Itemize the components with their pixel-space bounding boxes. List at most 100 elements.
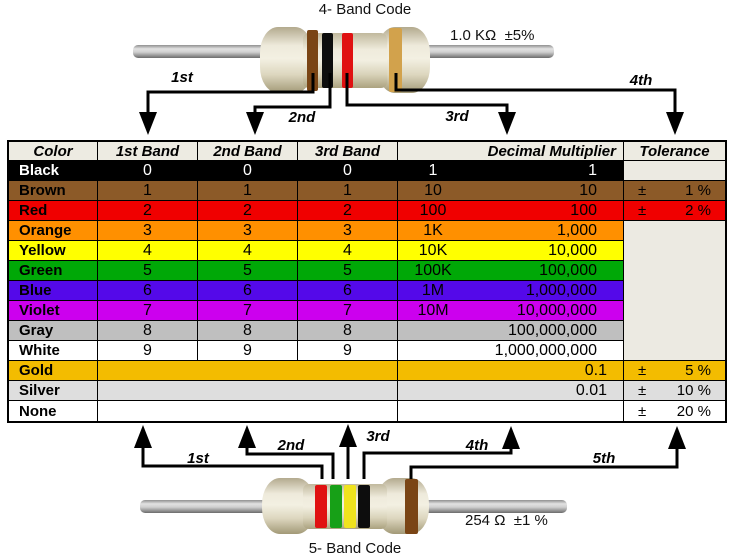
cell-tolerance (624, 241, 725, 261)
multiplier-short-value: 10M (417, 301, 449, 319)
cell-band-3: 3 (298, 221, 398, 241)
four-band-value-label: 1.0 KΩ ±5% (450, 27, 535, 44)
cell-band-2: 7 (198, 301, 298, 321)
multiplier-long-value: 0.01 (575, 381, 607, 399)
cell-band-2: 2 (198, 201, 298, 221)
multiplier-long-value: 100,000,000 (508, 321, 597, 339)
cell-multiplier: 0.1 (398, 361, 624, 381)
header-2nd-band: 2nd Band (198, 142, 298, 161)
arrowhead-bottom-5th-icon (668, 426, 686, 449)
arrow-label-bottom-5th: 5th (593, 450, 616, 467)
cell-band-2: 8 (198, 321, 298, 341)
cell-multiplier: 100,000,000 (398, 321, 624, 341)
header-3rd-band: 3rd Band (298, 142, 398, 161)
cell-band-1: 5 (98, 261, 198, 281)
cell-color-name: Black (9, 161, 98, 181)
cell-band-1: 9 (98, 341, 198, 361)
arrowhead-top-3rd-icon (498, 112, 516, 135)
arrow-line-bottom-2nd (245, 446, 335, 479)
resistor-band-red-icon (342, 33, 353, 88)
arrow-line-bottom-4th (362, 446, 513, 479)
cell-band-2: 5 (198, 261, 298, 281)
tolerance-value: 2 % (685, 202, 711, 219)
cell-tolerance (624, 261, 725, 281)
cell-band-1: 3 (98, 221, 198, 241)
resistor-band-black-icon (358, 485, 370, 528)
arrowhead-bottom-1st-icon (134, 425, 152, 448)
arrowhead-top-4th-icon (666, 112, 684, 135)
cell-band-2: 0 (198, 161, 298, 181)
multiplier-short-value: 10 (424, 181, 442, 199)
cell-band-1: 0 (98, 161, 198, 181)
arrowhead-bottom-3rd-icon (339, 424, 357, 447)
multiplier-short-value: 100K (414, 261, 452, 279)
resistor-band-black-icon (322, 33, 333, 88)
arrowhead-top-2nd-icon (246, 112, 264, 135)
resistor-band-red-icon (315, 485, 327, 528)
multiplier-long-value: 10 (579, 181, 597, 199)
cell-band-1: 2 (98, 201, 198, 221)
multiplier-long-value: 1,000 (556, 221, 597, 239)
cell-tolerance: ±10 % (624, 381, 725, 401)
arrow-label-top-3rd: 3rd (445, 108, 469, 125)
cell-color-name: None (9, 401, 98, 421)
cell-multiplier: 0.01 (398, 381, 624, 401)
cell-multiplier: 10K 10,000 (398, 241, 624, 261)
header-tolerance: Tolerance (624, 142, 725, 161)
multiplier-long-value: 10,000 (548, 241, 597, 259)
cell-band-3: 7 (298, 301, 398, 321)
cell-multiplier (398, 401, 624, 421)
cell-color-name: Gold (9, 361, 98, 381)
cell-band-2: 6 (198, 281, 298, 301)
multiplier-long-value: 100 (570, 201, 597, 219)
tolerance-value: 1 % (685, 182, 711, 199)
cell-band-1: 1 (98, 181, 198, 201)
cell-band-2: 9 (198, 341, 298, 361)
multiplier-long-value: 1,000,000,000 (494, 341, 597, 359)
cell-tolerance (624, 321, 725, 341)
tolerance-plusminus: ± (638, 202, 647, 219)
multiplier-short-value: 100 (419, 201, 447, 219)
arrow-label-bottom-3rd: 3rd (366, 428, 390, 445)
four-band-title: 4- Band Code (318, 1, 412, 18)
cell-band-1: 6 (98, 281, 198, 301)
cell-bands-merged (98, 381, 398, 401)
tolerance-value: 5 % (685, 362, 711, 379)
cell-band-3: 5 (298, 261, 398, 281)
cell-tolerance: ±1 % (624, 181, 725, 201)
cell-bands-merged (98, 401, 398, 421)
cell-multiplier: 10M 10,000,000 (398, 301, 624, 321)
multiplier-short-value: 10K (418, 241, 448, 259)
header-color: Color (9, 142, 98, 161)
cell-band-2: 4 (198, 241, 298, 261)
five-band-value-label: 254 Ω ±1 % (465, 512, 548, 529)
resistor-band-brown-icon (405, 479, 418, 534)
cell-tolerance (624, 301, 725, 321)
cell-color-name: Orange (9, 221, 98, 241)
multiplier-short-value: 1 (428, 161, 438, 179)
cell-band-3: 6 (298, 281, 398, 301)
arrowhead-bottom-4th-icon (502, 426, 520, 449)
cell-tolerance (624, 341, 725, 361)
resistor-band-gold-icon (389, 28, 402, 92)
cell-color-name: Brown (9, 181, 98, 201)
arrow-label-bottom-4th: 4th (465, 437, 489, 454)
cell-tolerance: ±2 % (624, 201, 725, 221)
cell-multiplier: 100 100 (398, 201, 624, 221)
cell-color-name: Blue (9, 281, 98, 301)
tolerance-plusminus: ± (638, 182, 647, 199)
arrow-line-bottom-1st (141, 446, 324, 479)
multiplier-long-value: 100,000 (539, 261, 597, 279)
arrow-label-bottom-1st: 1st (187, 450, 210, 467)
header-1st-band: 1st Band (98, 142, 198, 161)
cell-multiplier: 100K 100,000 (398, 261, 624, 281)
cell-bands-merged (98, 361, 398, 381)
tolerance-plusminus: ± (638, 402, 647, 420)
tolerance-plusminus: ± (638, 382, 647, 399)
arrow-label-top-4th: 4th (629, 72, 653, 89)
tolerance-plusminus: ± (638, 362, 647, 379)
cell-band-1: 4 (98, 241, 198, 261)
arrow-label-top-2nd: 2nd (288, 109, 317, 126)
